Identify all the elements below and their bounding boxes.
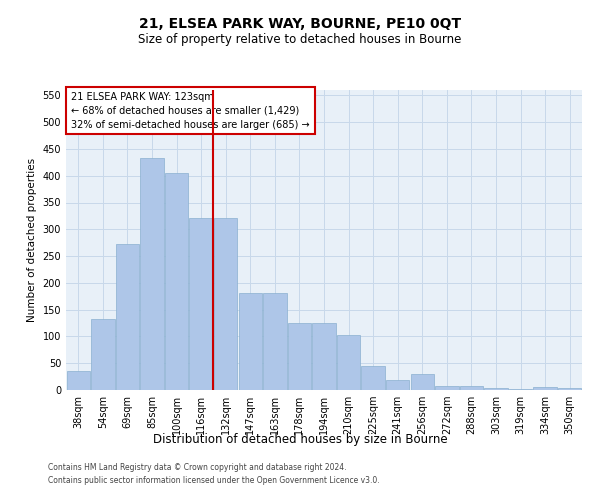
Bar [435, 386, 458, 390]
Text: 21 ELSEA PARK WAY: 123sqm
← 68% of detached houses are smaller (1,429)
32% of se: 21 ELSEA PARK WAY: 123sqm ← 68% of detac… [71, 92, 310, 130]
Bar [263, 293, 287, 390]
Bar [239, 293, 262, 390]
Bar [558, 388, 581, 390]
Bar [533, 388, 557, 390]
Y-axis label: Number of detached properties: Number of detached properties [27, 158, 37, 322]
Bar [116, 244, 139, 390]
Bar [460, 386, 483, 390]
Bar [337, 335, 360, 390]
Bar [484, 388, 508, 390]
Bar [140, 158, 164, 390]
Text: Contains HM Land Registry data © Crown copyright and database right 2024.: Contains HM Land Registry data © Crown c… [48, 462, 347, 471]
Bar [410, 374, 434, 390]
Bar [67, 371, 90, 390]
Text: Contains public sector information licensed under the Open Government Licence v3: Contains public sector information licen… [48, 476, 380, 485]
Bar [214, 218, 238, 390]
Text: Distribution of detached houses by size in Bourne: Distribution of detached houses by size … [152, 432, 448, 446]
Bar [165, 172, 188, 390]
Bar [190, 218, 213, 390]
Bar [288, 323, 311, 390]
Bar [386, 380, 409, 390]
Bar [361, 366, 385, 390]
Bar [509, 389, 532, 390]
Text: Size of property relative to detached houses in Bourne: Size of property relative to detached ho… [139, 32, 461, 46]
Bar [313, 323, 335, 390]
Bar [91, 319, 115, 390]
Text: 21, ELSEA PARK WAY, BOURNE, PE10 0QT: 21, ELSEA PARK WAY, BOURNE, PE10 0QT [139, 18, 461, 32]
